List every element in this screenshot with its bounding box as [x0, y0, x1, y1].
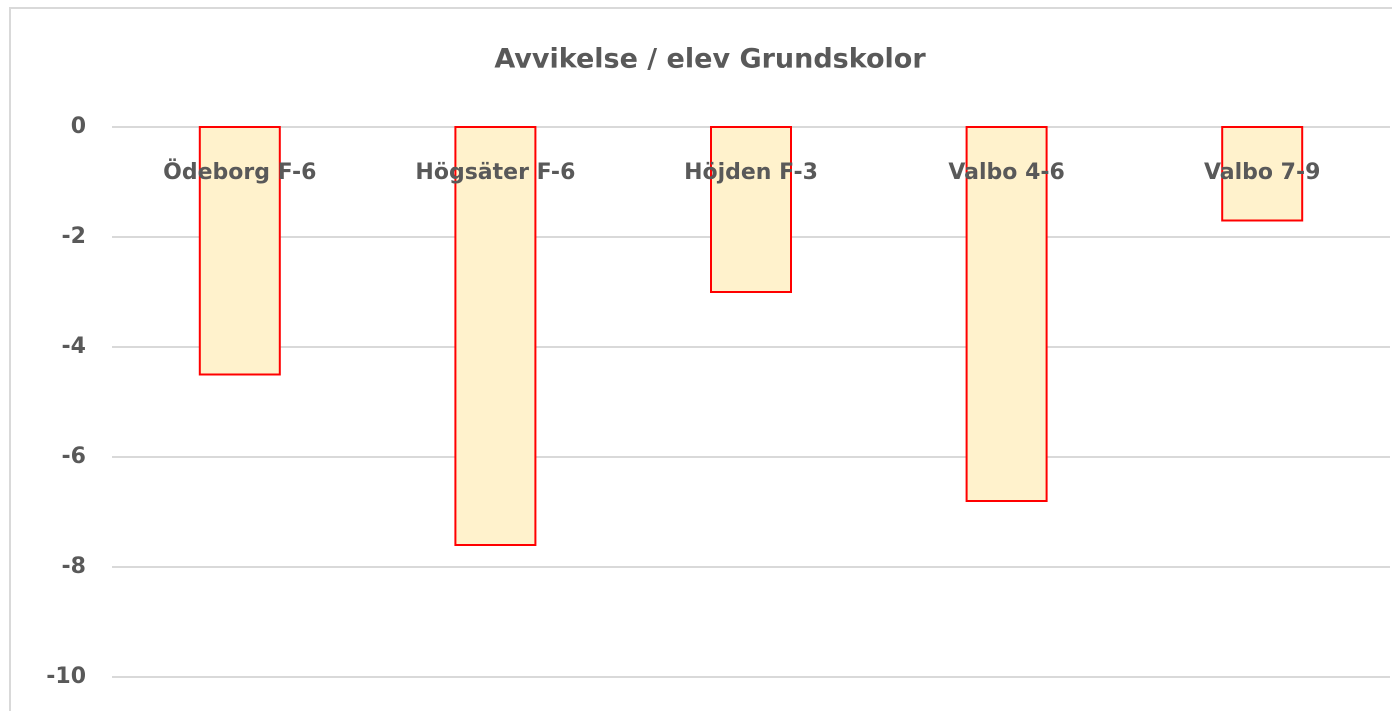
y-tick-label: -6: [62, 444, 86, 469]
x-tick-label: Högsäter F-6: [415, 160, 575, 185]
y-tick-label: -2: [62, 224, 86, 249]
bar: [710, 126, 792, 293]
bar: [454, 126, 537, 546]
y-tick-label: -10: [46, 664, 86, 689]
y-tick-label: -4: [62, 334, 86, 359]
chart-title: Avvikelse / elev Grundskolor: [494, 44, 926, 75]
bar: [198, 126, 281, 376]
bar: [1221, 126, 1304, 222]
x-tick-label: Valbo 7-9: [1204, 160, 1320, 185]
x-tick-label: Valbo 4-6: [948, 160, 1064, 185]
y-tick-label: -8: [62, 554, 86, 579]
bar: [965, 126, 1048, 502]
y-tick-label: 0: [71, 114, 86, 139]
x-tick-label: Höjden F-3: [684, 160, 818, 185]
x-tick-label: Ödeborg F-6: [163, 159, 316, 185]
